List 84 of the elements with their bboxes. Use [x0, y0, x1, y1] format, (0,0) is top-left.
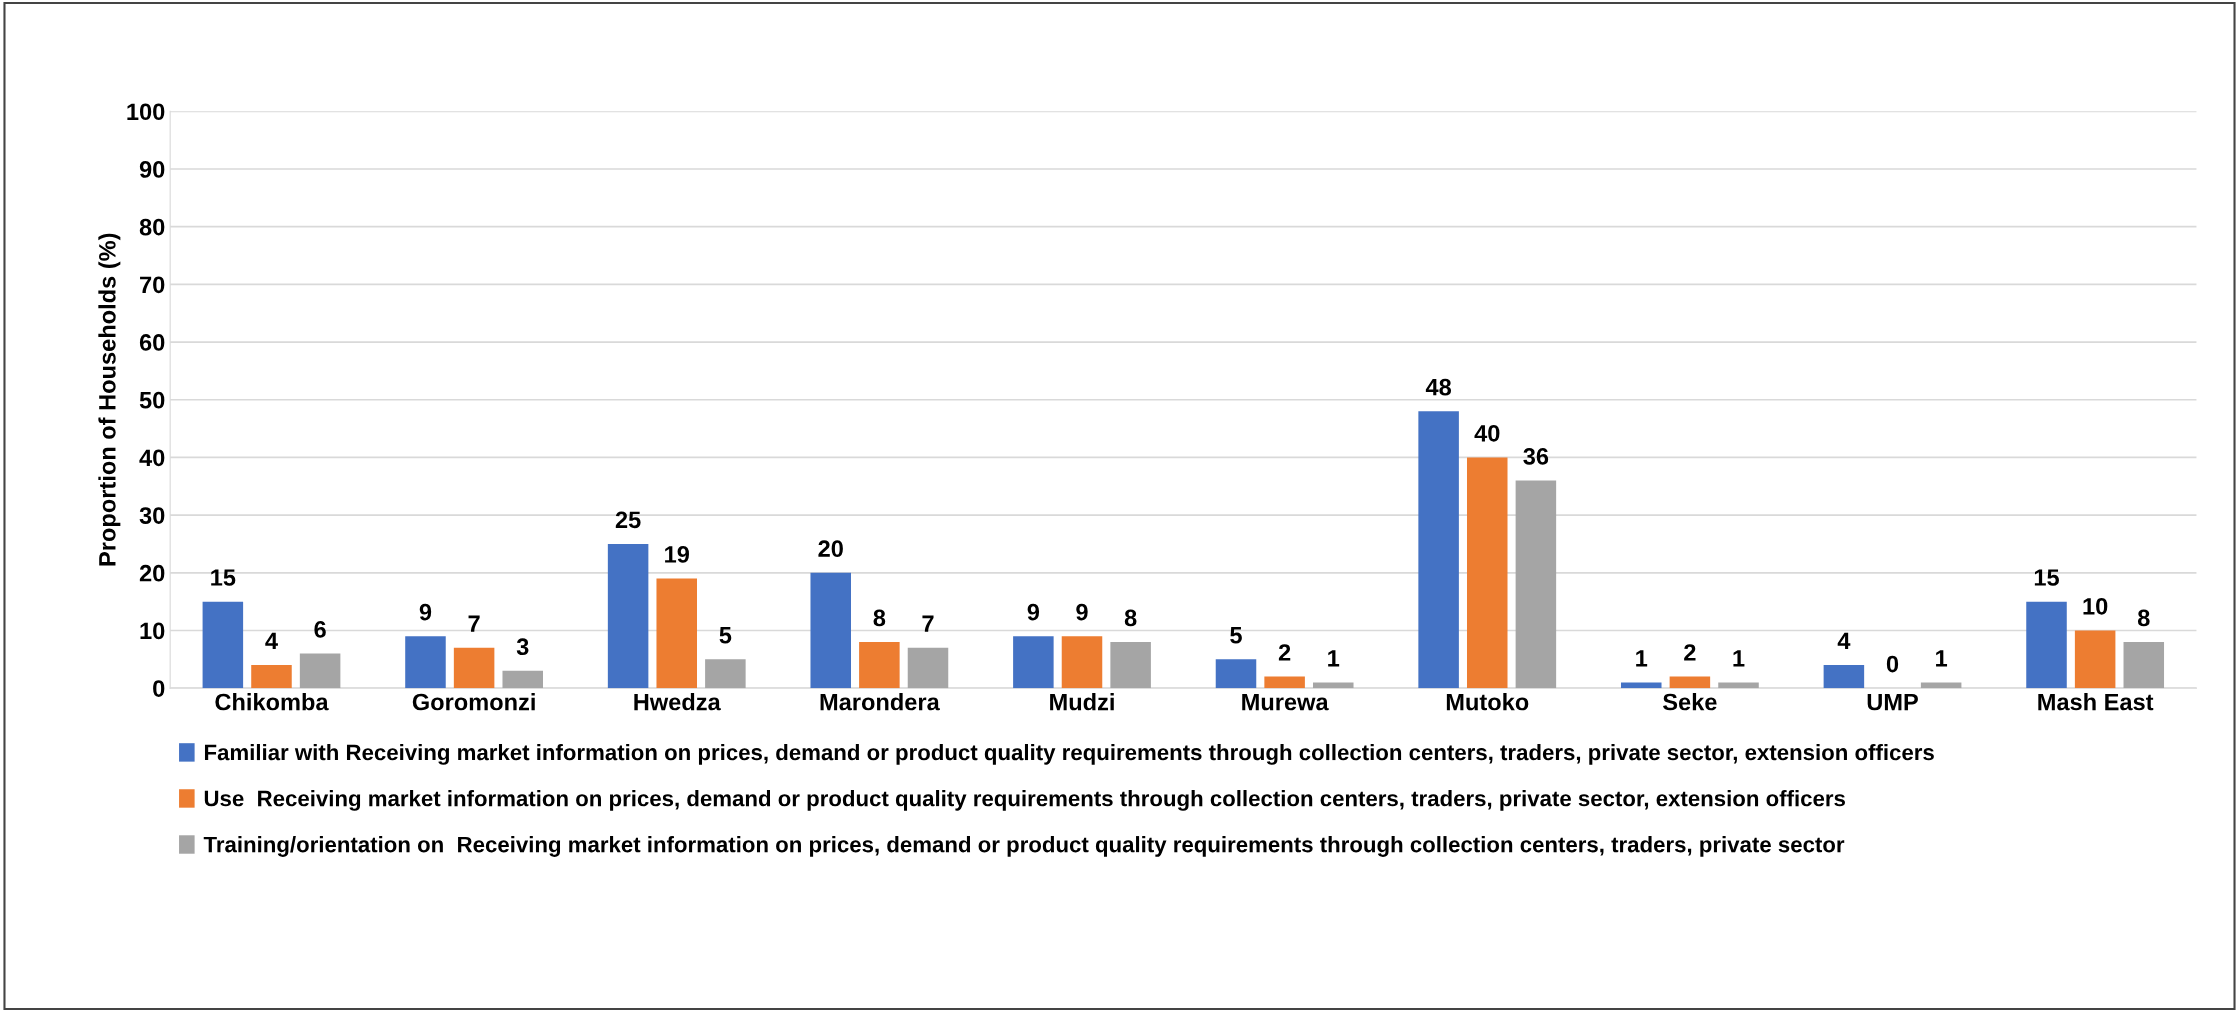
y-tick-label: 80 — [139, 218, 165, 236]
bar — [2074, 630, 2116, 689]
data-label: 9 — [1076, 603, 1088, 621]
data-label: 8 — [2137, 609, 2150, 627]
bar — [299, 653, 341, 689]
bar — [1312, 682, 1354, 689]
bar — [2123, 642, 2165, 689]
bar — [502, 670, 543, 689]
data-label: 2 — [1278, 644, 1291, 661]
bar — [1264, 676, 1305, 689]
bar — [859, 642, 900, 689]
data-label: 5 — [1230, 627, 1242, 644]
data-label: 19 — [665, 546, 689, 563]
data-label: 1 — [1936, 650, 1948, 667]
data-label: 5 — [719, 627, 732, 644]
x-tick-label: Goromonzi — [412, 693, 535, 711]
bar — [1669, 676, 1711, 689]
bar — [1620, 682, 1662, 689]
legend-label: Use Receiving market information on prices, demand or product quality requirements through collection centers, traders, private sector, extension officers — [204, 790, 1845, 811]
data-label: 15 — [2034, 569, 2059, 586]
bar — [1110, 642, 1151, 689]
data-label: 7 — [468, 615, 480, 632]
data-label: 1 — [1328, 650, 1340, 667]
x-tick-label: Murewa — [1242, 693, 1329, 711]
data-label: 8 — [1124, 609, 1137, 627]
bar — [1215, 659, 1257, 689]
y-axis-title: Proportion of Households (%) — [98, 233, 121, 566]
y-tick-label: 40 — [139, 449, 165, 467]
data-label: 2 — [1684, 644, 1696, 661]
bar — [202, 601, 244, 689]
y-tick-label: 0 — [153, 680, 165, 697]
data-label: 48 — [1425, 378, 1452, 396]
x-tick-label: Marondera — [820, 693, 940, 711]
bar — [2026, 601, 2067, 689]
bar — [1061, 636, 1103, 689]
data-label: 36 — [1523, 448, 1549, 465]
bar — [1920, 682, 1962, 689]
data-label: 4 — [1837, 632, 1851, 650]
bar — [607, 543, 649, 689]
bar — [810, 572, 851, 689]
data-label: 25 — [615, 511, 641, 529]
data-label: 40 — [1474, 424, 1500, 442]
bar — [1013, 636, 1054, 689]
bar — [1515, 480, 1557, 689]
bar — [1466, 457, 1508, 689]
bar — [907, 647, 949, 689]
data-label: 8 — [873, 609, 886, 627]
x-tick-label: Seke — [1662, 693, 1717, 711]
data-label: 9 — [1027, 603, 1040, 621]
y-tick-label: 60 — [139, 334, 165, 351]
data-label: 0 — [1886, 655, 1899, 673]
data-label: 6 — [314, 621, 326, 638]
bar — [705, 659, 746, 689]
x-tick-label: Hwedza — [634, 693, 721, 711]
x-tick-label: Mash East — [2038, 693, 2154, 711]
data-label: 15 — [211, 569, 236, 586]
y-tick-label: 70 — [140, 276, 165, 294]
data-label: 1 — [1733, 650, 1745, 667]
data-label: 3 — [516, 638, 529, 656]
data-label: 9 — [419, 603, 432, 621]
y-tick-label: 30 — [139, 507, 165, 524]
y-tick-label: 20 — [139, 564, 165, 582]
x-tick-label: Chikomba — [215, 693, 329, 711]
legend-label: Familiar with Receiving market information on prices, demand or product quality requirements through collection centers, traders, private sector, extension officers — [204, 743, 1934, 765]
legend-label: Training/orientation on Receiving market information on prices, demand or product quality requirements through collection centers, traders, private sector — [203, 836, 1845, 857]
bar — [251, 665, 292, 689]
data-label: 7 — [922, 615, 934, 632]
data-label: 10 — [2083, 597, 2108, 615]
x-tick-label: UMP — [1867, 693, 1918, 711]
data-label: 1 — [1636, 650, 1648, 667]
y-tick-label: 90 — [139, 161, 165, 178]
bar — [453, 647, 495, 689]
y-tick-label: 100 — [127, 103, 165, 121]
bar — [1823, 665, 1865, 689]
bar — [656, 578, 697, 689]
data-label: 4 — [265, 632, 278, 650]
bar — [1418, 411, 1459, 689]
data-label: 20 — [818, 540, 843, 558]
x-tick-label: Mudzi — [1050, 693, 1114, 711]
y-tick-label: 50 — [139, 391, 165, 409]
bar — [405, 636, 446, 689]
x-tick-label: Mutoko — [1446, 693, 1529, 711]
bar — [1718, 682, 1759, 689]
y-tick-label: 10 — [140, 622, 165, 640]
